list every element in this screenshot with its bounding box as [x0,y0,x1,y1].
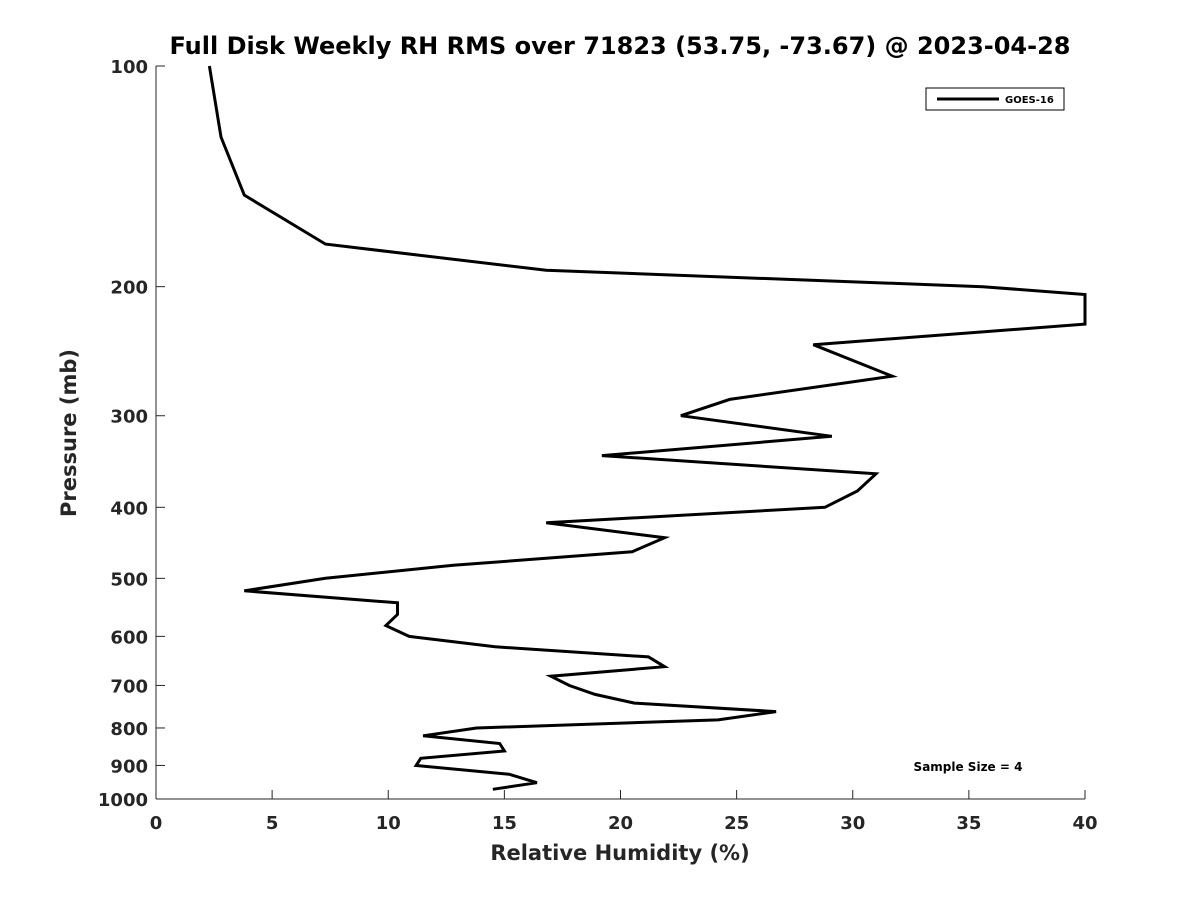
y-tick-label: 800 [110,719,148,740]
x-axis-ticks: 0 5 10 15 20 25 30 35 40 [150,790,1098,834]
x-tick-label: 15 [492,813,517,834]
y-tick-label: 700 [110,676,148,697]
y-tick-label: 500 [110,569,148,590]
y-tick-label: 200 [110,278,148,299]
x-tick-label: 35 [956,813,981,834]
x-tick-label: 0 [150,813,163,834]
y-tick-label: 1000 [98,790,148,811]
y-tick-label: 600 [110,627,148,648]
x-axis-label: Relative Humidity (%) [490,841,749,865]
chart-title: Full Disk Weekly RH RMS over 71823 (53.7… [169,32,1070,60]
y-tick-label: 300 [110,407,148,428]
x-tick-label: 40 [1072,813,1097,834]
x-tick-label: 30 [840,813,865,834]
y-tick-label: 100 [110,57,148,78]
y-axis-ticks: 100 200 300 400 500 600 700 800 900 1000 [98,57,165,811]
series-layer [207,65,1087,791]
plot-axes [155,66,1085,800]
y-tick-label: 900 [110,756,148,777]
x-tick-label: 20 [608,813,633,834]
x-tick-label: 5 [266,813,279,834]
y-axis-label: Pressure (mb) [57,349,81,517]
x-tick-label: 25 [724,813,749,834]
legend-label-goes16: GOES-16 [1005,95,1054,106]
y-tick-label: 400 [110,498,148,519]
series-line-goes16 [207,65,1087,791]
x-tick-label: 10 [376,813,401,834]
legend: GOES-16 [925,87,1065,111]
sample-size-annotation: Sample Size = 4 [914,760,1023,774]
